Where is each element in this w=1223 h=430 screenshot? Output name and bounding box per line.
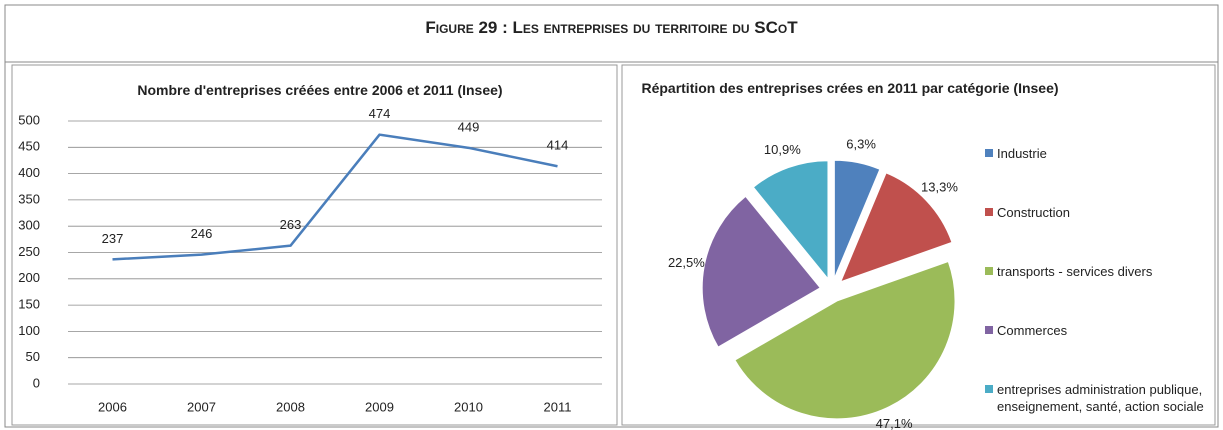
y-tick-label: 50 [26,349,40,364]
data-label: 22,5% [668,255,705,270]
x-tick-label: 2007 [187,399,216,414]
legend-swatch [985,326,993,334]
data-label: 13,3% [921,180,958,195]
data-label: 6,3% [846,136,876,151]
legend-swatch [985,385,993,393]
legend-swatch [985,267,993,275]
legend-swatch [985,208,993,216]
legend-label: entreprises administration publique, ens… [997,382,1204,414]
pie-slice [752,160,829,281]
legend-entry: Commerces [985,322,1207,339]
data-label: 449 [458,119,480,134]
x-tick-label: 2010 [454,399,483,414]
panel-border [11,64,618,426]
x-tick-label: 2008 [276,399,305,414]
data-label: 474 [369,106,391,121]
x-tick-label: 2006 [98,399,127,414]
legend-label: Construction [997,205,1070,220]
data-label: 263 [280,217,302,232]
y-tick-label: 200 [18,270,40,285]
legend-entry: Construction [985,204,1207,221]
y-tick-label: 300 [18,218,40,233]
pie-slice [833,159,881,279]
data-label: 246 [191,226,213,241]
legend-swatch [985,149,993,157]
legend-entry: Industrie [985,145,1207,162]
y-tick-label: 450 [18,139,40,154]
legend-entry: entreprises administration publique, ens… [985,381,1207,415]
y-tick-label: 100 [18,323,40,338]
pie-slice [701,195,821,348]
y-tick-label: 350 [18,191,40,206]
data-label: 414 [547,138,569,153]
legend-label: transports - services divers [997,264,1153,279]
figure-border [4,4,1219,428]
pie-slice [839,172,953,283]
figure-title: Figure 29 : Les entreprises du territoir… [425,18,798,37]
legend-label: Commerces [997,323,1068,338]
legend-entry: transports - services divers [985,263,1207,280]
x-tick-label: 2011 [544,399,572,414]
y-tick-label: 500 [18,112,40,127]
data-label: 10,9% [764,142,801,157]
pie-slice [734,260,956,420]
panel-border [621,64,1216,426]
chart-title: Nombre d'entreprises créées entre 2006 e… [137,82,503,98]
data-label: 47,1% [876,416,913,430]
y-tick-label: 250 [18,244,40,259]
legend-label: Industrie [997,146,1047,161]
y-tick-label: 150 [18,297,40,312]
data-label: 237 [102,231,124,246]
y-tick-label: 0 [33,375,40,390]
y-tick-label: 400 [18,165,40,180]
x-tick-label: 2009 [365,399,394,414]
chart-title: Répartition des entreprises crées en 201… [641,80,1059,96]
line-series [112,133,558,261]
